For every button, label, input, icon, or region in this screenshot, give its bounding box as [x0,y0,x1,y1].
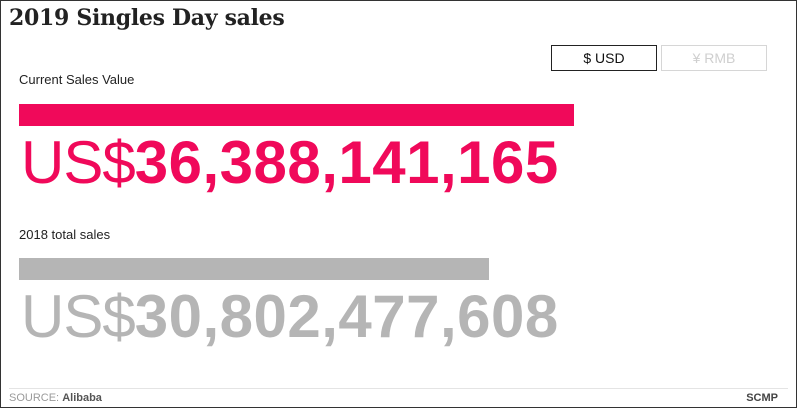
source-name: Alibaba [62,392,102,404]
previous-sales-bar [19,258,489,280]
previous-sales-bar-track [19,258,585,280]
source-label: SOURCE: [9,392,60,404]
page-title: 2019 Singles Day sales [9,5,285,31]
current-sales-amount: US$36,388,141,165 [21,133,559,193]
current-sales-bar [19,104,574,126]
brand-label: SCMP [746,392,778,404]
footer-source: SOURCE: Alibaba [9,392,102,404]
previous-sales-amount: US$30,802,477,608 [21,287,559,347]
current-sales-bar-track [19,104,585,126]
currency-toggle: $ USD ¥ RMB [551,45,767,71]
currency-prefix: US$ [21,129,136,196]
footer-divider [9,388,788,389]
currency-prefix: US$ [21,283,136,350]
previous-sales-value: 30,802,477,608 [134,283,559,350]
previous-sales-label: 2018 total sales [19,227,111,242]
current-sales-label: Current Sales Value [19,72,135,87]
usd-button[interactable]: $ USD [551,45,657,71]
current-sales-value: 36,388,141,165 [134,129,559,196]
rmb-button[interactable]: ¥ RMB [661,45,767,71]
